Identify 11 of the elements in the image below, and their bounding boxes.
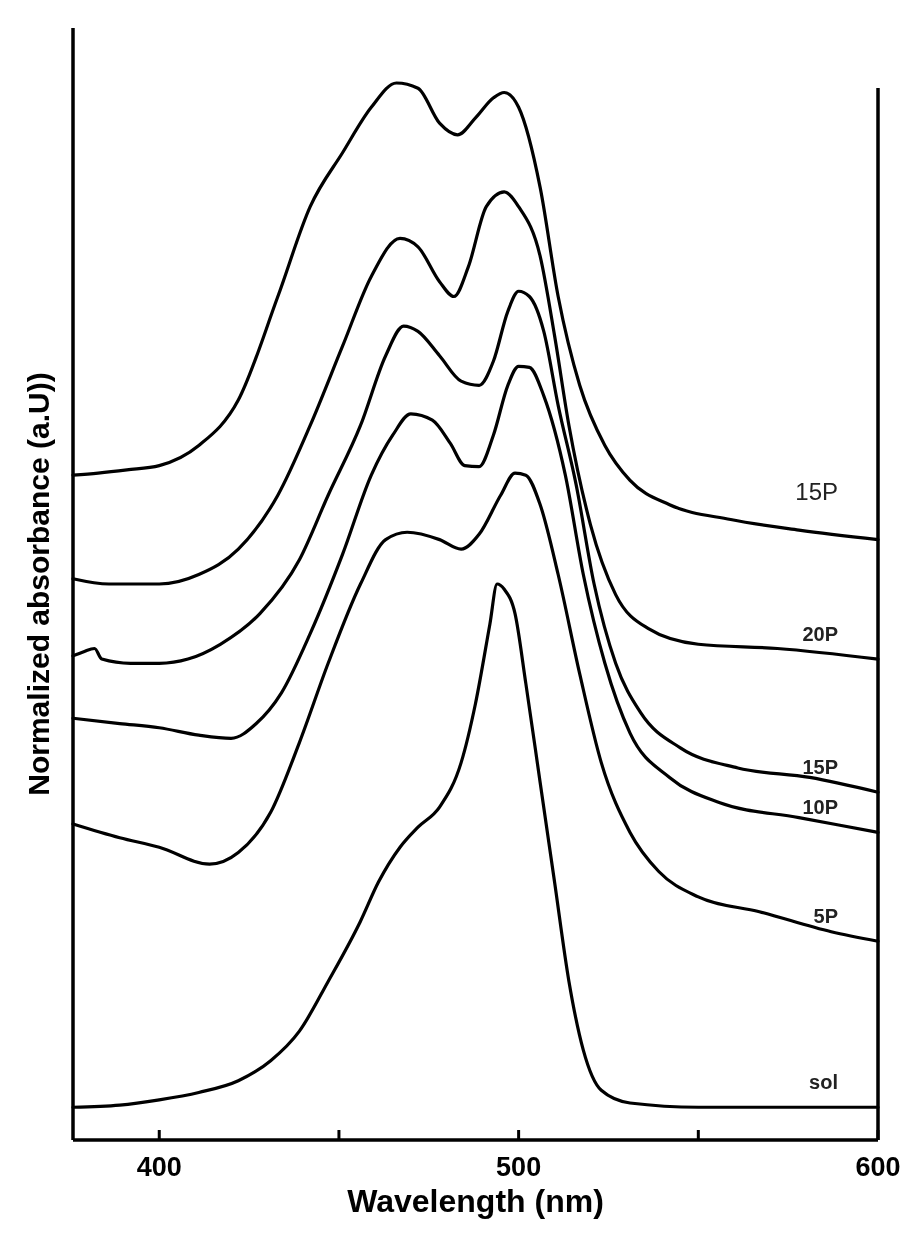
x-tick-label: 400 (136, 1152, 182, 1182)
x-axis-title: Wavelength (nm) (347, 1183, 604, 1219)
series-label: 15P (795, 477, 838, 505)
x-tick-label: 500 (496, 1152, 542, 1182)
series-label: 15P (802, 756, 838, 779)
series-label: 10P (802, 796, 838, 819)
y-axis-title: Normalized absorbance (a.U)) (22, 372, 55, 796)
x-tick-label: 600 (855, 1152, 901, 1182)
series-label: 20P (802, 623, 838, 646)
series-label: sol (809, 1071, 838, 1094)
series-label: 5P (813, 905, 838, 928)
